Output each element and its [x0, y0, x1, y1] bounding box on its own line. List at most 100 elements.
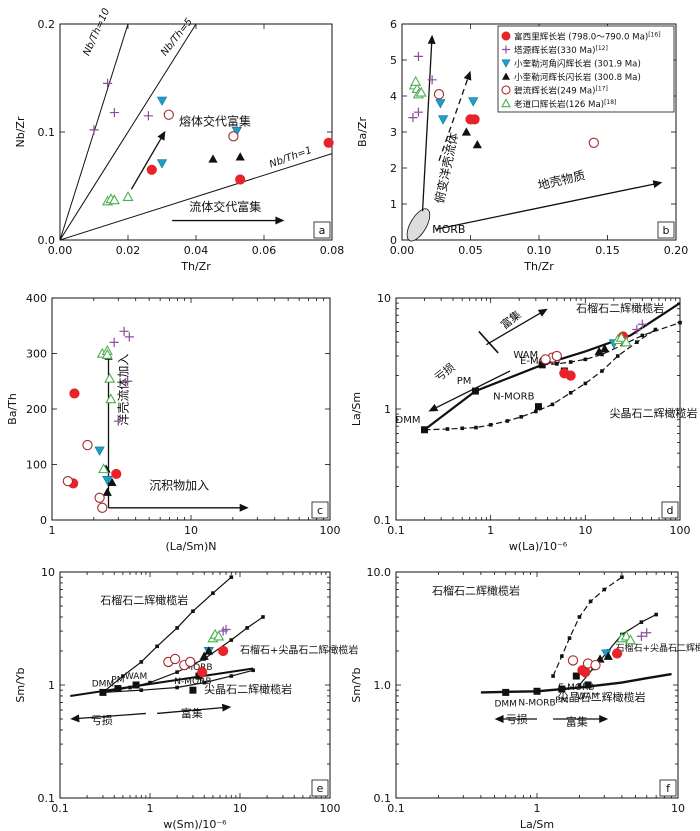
fuxili-point	[323, 137, 334, 148]
reference-point	[558, 685, 566, 693]
tayuan-point	[642, 628, 652, 638]
x-tick-label: 0.00	[48, 244, 73, 257]
tayuan-point	[221, 624, 231, 635]
fuxili-point	[501, 31, 511, 41]
melt-step	[505, 419, 510, 423]
annotation: 流体交代富集	[189, 199, 261, 214]
ratio-line-label: Nb/Th=10	[82, 7, 113, 58]
reference-label: PM	[457, 376, 472, 387]
y-tick-label: 400	[26, 292, 47, 305]
reference-point	[99, 688, 107, 696]
tayuan-point	[408, 113, 418, 123]
fuxili-point	[565, 370, 576, 381]
melt-step	[519, 415, 523, 419]
sediment-arrow-head	[239, 503, 249, 512]
x-axis-label: w(Sm)/10⁻⁶	[163, 818, 227, 831]
annotation: 富集	[566, 714, 588, 728]
laodao-point	[101, 348, 113, 359]
melt-step	[474, 425, 478, 430]
fuxili-point	[580, 667, 591, 678]
x-tick-label: 100	[320, 802, 341, 815]
melt-step	[245, 626, 249, 630]
biliu-point	[62, 475, 73, 487]
melt-step	[577, 683, 582, 687]
x-tick-label: 10	[671, 802, 685, 815]
biliu-point	[97, 502, 108, 513]
reference-point	[502, 688, 510, 696]
reference-label: N-MORB	[518, 698, 555, 708]
reference-point	[534, 403, 542, 411]
y-tick-label: 300	[26, 348, 47, 361]
biliu-point	[185, 656, 196, 668]
x-tick-label: 0.06	[252, 244, 277, 257]
annotation: 沉积物加入	[149, 478, 209, 492]
melt-step	[121, 674, 125, 678]
tayuan-point	[427, 75, 437, 85]
x-tick-label: 0.05	[458, 244, 483, 257]
legend-label: 塔源辉长岩(330 Ma)[12]	[514, 44, 608, 56]
deplete-arrow-head	[428, 403, 439, 412]
fuxili-point	[469, 114, 480, 125]
fluid-arrow-head	[427, 34, 436, 45]
y-tick-label: 100	[26, 459, 47, 472]
y-tick-label: 10	[377, 292, 391, 305]
ratio-line-label: Nb/Th=5	[159, 16, 195, 58]
annotation: 亏损	[432, 360, 458, 385]
melt-step	[534, 409, 538, 414]
ratio-line	[60, 153, 332, 240]
tayuan-point	[89, 125, 99, 135]
melt-step	[550, 402, 555, 407]
reference-point	[420, 426, 428, 434]
enrich-arrow	[486, 311, 542, 346]
fuxili-point	[146, 164, 157, 175]
melt-step	[211, 591, 215, 595]
crust-arrow	[436, 183, 656, 230]
y-axis-label: Ba/Th	[6, 393, 19, 425]
melt-step	[654, 612, 658, 617]
x-tick-label: 1	[147, 802, 154, 815]
biliu-point	[540, 354, 551, 365]
y-axis-label: Ba/Zr	[356, 117, 369, 148]
model-curve	[578, 614, 657, 686]
melt-step	[635, 340, 639, 344]
melt-step	[583, 357, 588, 362]
tayuan-point	[109, 107, 119, 118]
model-curve	[102, 576, 232, 693]
annotation: MORB	[432, 223, 465, 236]
y-tick-label: 1	[48, 679, 55, 692]
y-tick-label: 0.1	[374, 792, 392, 805]
laodao-point	[122, 191, 134, 202]
x-tick-label: 0.00	[390, 244, 415, 257]
biliu-point	[163, 109, 174, 120]
melt-step	[155, 644, 159, 649]
xkle_horn-point	[156, 159, 168, 169]
fuxili-point	[235, 174, 246, 185]
xkle_gab-point	[107, 477, 117, 486]
fluid-arrow	[421, 41, 433, 212]
y-axis-label: Nb/Zr	[14, 116, 27, 147]
x-tick-label: 100	[670, 524, 691, 537]
x-tick-label: 1	[534, 802, 541, 815]
melt-step	[191, 609, 195, 613]
tayuan-point	[109, 337, 119, 347]
y-tick-label: 1.0	[374, 679, 392, 692]
melt-step	[175, 626, 179, 630]
reference-point	[471, 387, 479, 395]
reference-label: N-MORB	[493, 392, 535, 403]
panel-a: 0.00 0.02 0.04 0.06 0.08 0.0 0.1 0.2 Th/Zr Nb/Zr a…	[14, 7, 344, 273]
melt-step	[678, 320, 682, 325]
xkle_horn-point	[437, 115, 449, 125]
annotation: 石榴石二辉橄榄岩	[100, 593, 188, 607]
reference-label: WAM	[577, 692, 599, 702]
annotation: 石榴石+尖晶石二辉橄榄岩	[615, 642, 700, 654]
panel-label-box	[313, 221, 331, 239]
y-tick-label: 3	[390, 126, 397, 139]
xkle_horn-point	[102, 476, 113, 486]
melt-step	[148, 680, 152, 685]
biliu-point	[433, 89, 445, 100]
melt-step	[640, 333, 645, 338]
panel-c: 1 10 100 0 100 200 300 400 (La/Sm)N Ba/Th c 洋壳流体加入沉…	[6, 292, 341, 553]
panel-label-box	[311, 501, 329, 519]
annotation: 富集	[181, 706, 203, 720]
